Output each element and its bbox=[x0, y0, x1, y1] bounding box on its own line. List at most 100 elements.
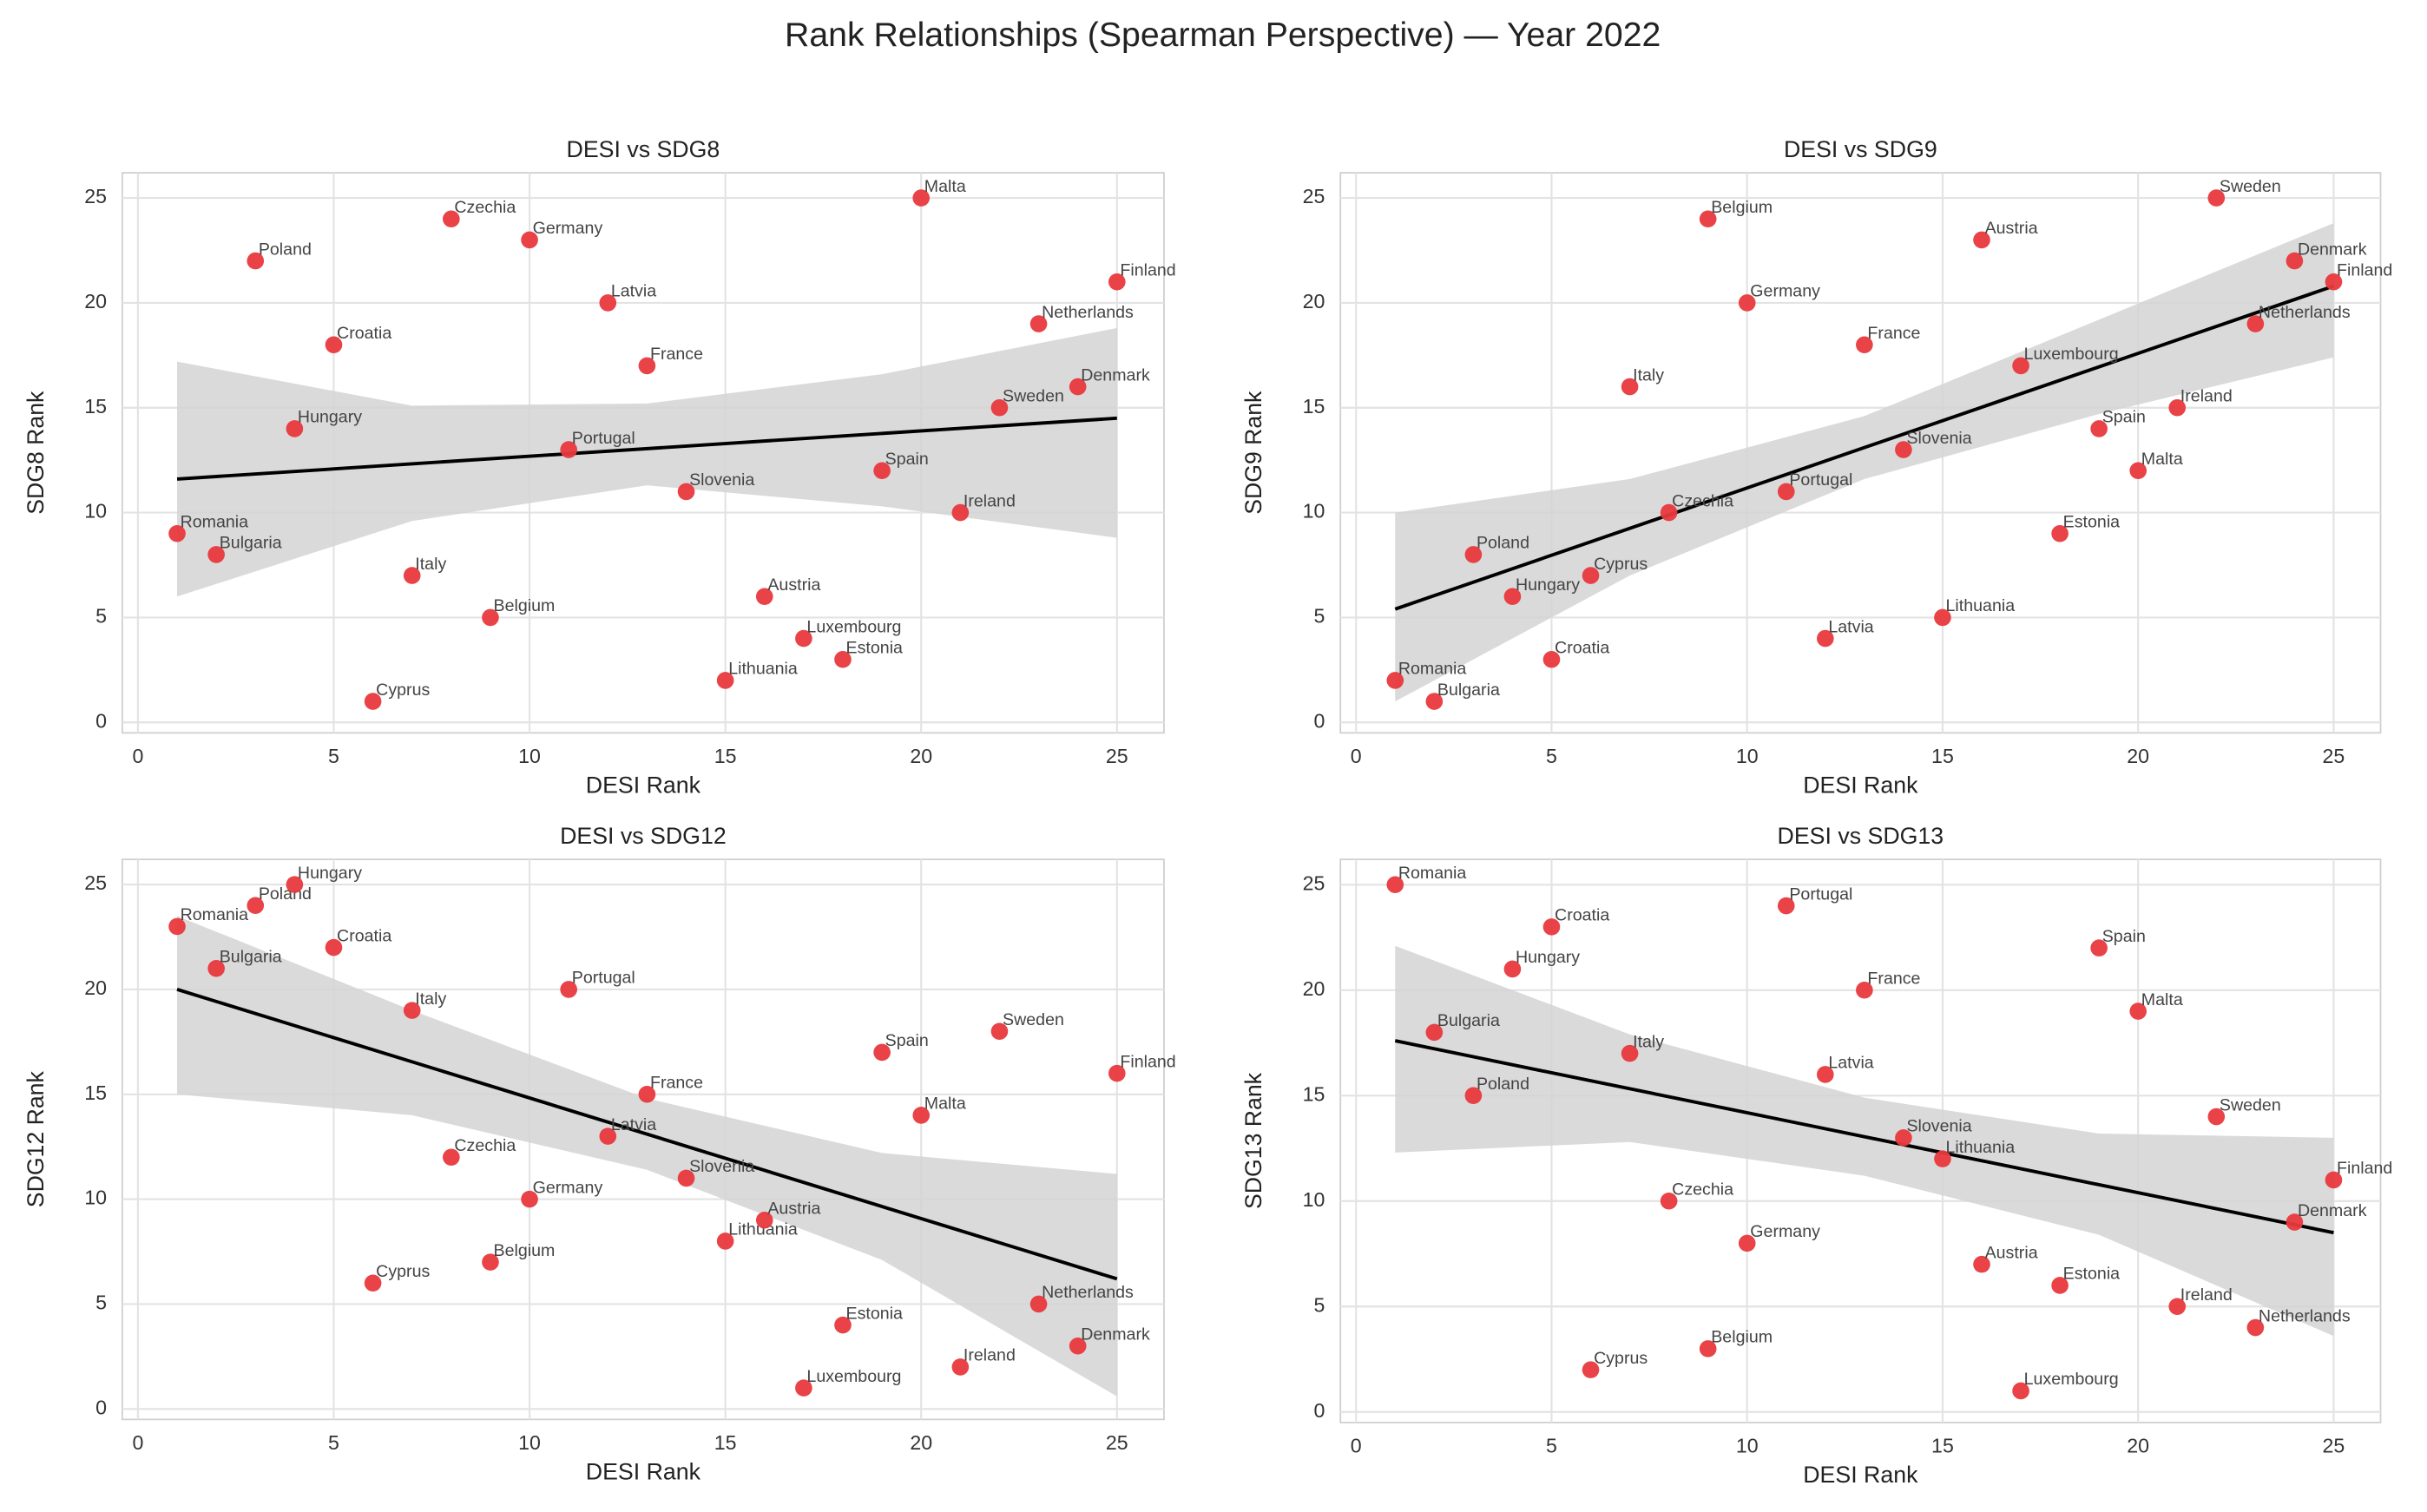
y-axis-label: SDG8 Rank bbox=[23, 391, 49, 515]
point bbox=[2246, 315, 2265, 332]
point-label: Croatia bbox=[1555, 906, 1609, 925]
point bbox=[716, 1233, 734, 1250]
y-tick-label: 10 bbox=[1303, 1188, 1325, 1211]
y-tick-label: 0 bbox=[1313, 1399, 1325, 1422]
x-tick-label: 20 bbox=[910, 745, 932, 767]
y-tick-label: 20 bbox=[84, 290, 107, 312]
x-tick-label: 20 bbox=[2127, 745, 2149, 767]
point-label: Croatia bbox=[337, 926, 391, 945]
x-axis-label: DESI Rank bbox=[586, 1459, 701, 1485]
point bbox=[1582, 1361, 1600, 1378]
point bbox=[834, 650, 852, 668]
point bbox=[1895, 1129, 1912, 1147]
point-label: Denmark bbox=[2298, 240, 2367, 259]
point bbox=[755, 588, 773, 606]
point bbox=[951, 1358, 970, 1376]
x-tick-label: 25 bbox=[1106, 745, 1128, 767]
y-tick-label: 10 bbox=[1303, 500, 1325, 523]
point-label: Hungary bbox=[1516, 575, 1580, 595]
point-label: Lithuania bbox=[728, 660, 798, 679]
x-axis-label: DESI Rank bbox=[1803, 772, 1918, 799]
point-label: Italy bbox=[415, 555, 446, 574]
point-label: Portugal bbox=[1789, 884, 1852, 904]
point bbox=[286, 420, 304, 437]
point bbox=[1503, 588, 1522, 606]
point-label: Slovenia bbox=[1906, 1117, 1971, 1136]
y-tick-label: 20 bbox=[84, 976, 107, 999]
point bbox=[1660, 1192, 1678, 1210]
point-label: Luxembourg bbox=[2024, 1370, 2119, 1389]
point-label: Bulgaria bbox=[1437, 680, 1500, 700]
x-tick-label: 0 bbox=[1351, 1434, 1362, 1456]
point-label: Poland bbox=[1477, 534, 1529, 553]
point bbox=[2325, 1171, 2343, 1189]
point-label: Romania bbox=[1398, 660, 1467, 679]
x-axis-label: DESI Rank bbox=[1803, 1462, 1918, 1488]
trend-line bbox=[176, 416, 1117, 481]
point bbox=[912, 189, 931, 207]
point-label: Czechia bbox=[1672, 491, 1733, 510]
point-label: Denmark bbox=[2298, 1201, 2367, 1220]
point bbox=[795, 1379, 812, 1397]
point bbox=[677, 1169, 695, 1187]
point bbox=[1542, 650, 1561, 668]
y-tick-label: 25 bbox=[1303, 871, 1325, 894]
point bbox=[2051, 524, 2069, 542]
point-label: Portugal bbox=[572, 429, 635, 448]
point bbox=[403, 1002, 421, 1019]
point-label: Luxembourg bbox=[806, 617, 901, 636]
point bbox=[2325, 273, 2343, 291]
point bbox=[1386, 672, 1404, 689]
point bbox=[2168, 398, 2187, 417]
point bbox=[364, 693, 382, 710]
y-tick-label: 25 bbox=[84, 185, 107, 207]
point-label: Lithuania bbox=[728, 1220, 798, 1239]
point-label: France bbox=[650, 1074, 703, 1093]
point-label: Belgium bbox=[494, 596, 556, 615]
trend-line bbox=[1394, 1039, 2334, 1235]
trend-line bbox=[1394, 284, 2335, 611]
x-tick-label: 0 bbox=[132, 1431, 143, 1454]
point bbox=[1108, 1064, 1126, 1082]
confidence-band bbox=[177, 327, 1117, 597]
point-label: Slovenia bbox=[1906, 429, 1971, 448]
point-label: Spain bbox=[885, 1031, 929, 1050]
point bbox=[1621, 1044, 1639, 1062]
point bbox=[599, 1127, 617, 1145]
point-label: Latvia bbox=[1828, 617, 1873, 636]
point bbox=[1856, 981, 1873, 999]
y-tick-label: 15 bbox=[1303, 395, 1325, 417]
point-label: France bbox=[650, 345, 703, 364]
point-label: Croatia bbox=[1555, 639, 1609, 658]
point bbox=[286, 876, 304, 893]
point bbox=[1621, 378, 1639, 396]
point-label: Hungary bbox=[1516, 948, 1580, 967]
point bbox=[873, 462, 891, 480]
point-label: Spain bbox=[2102, 408, 2146, 427]
point bbox=[325, 336, 343, 354]
point-label: Czechia bbox=[454, 198, 516, 217]
point bbox=[2286, 252, 2304, 270]
point bbox=[990, 398, 1009, 417]
y-tick-label: 15 bbox=[84, 1081, 107, 1104]
point bbox=[443, 210, 460, 228]
point bbox=[521, 1190, 538, 1208]
point-label: Bulgaria bbox=[220, 534, 282, 553]
point bbox=[1069, 378, 1087, 396]
y-tick-label: 15 bbox=[84, 395, 107, 417]
point-label: Germany bbox=[1750, 282, 1820, 301]
point bbox=[2129, 462, 2147, 480]
point-label: Estonia bbox=[2063, 1265, 2121, 1284]
point-label: Czechia bbox=[1672, 1180, 1733, 1200]
point-label: Czechia bbox=[454, 1136, 516, 1155]
x-tick-label: 15 bbox=[1931, 745, 1954, 767]
point-label: Sweden bbox=[1003, 1010, 1064, 1029]
point bbox=[2051, 1277, 2069, 1294]
point-label: Sweden bbox=[2220, 1095, 2281, 1114]
point bbox=[638, 357, 656, 375]
point bbox=[1425, 1023, 1444, 1042]
figure-title: Rank Relationships (Spearman Perspective… bbox=[785, 16, 1661, 54]
point bbox=[2168, 1298, 2187, 1316]
